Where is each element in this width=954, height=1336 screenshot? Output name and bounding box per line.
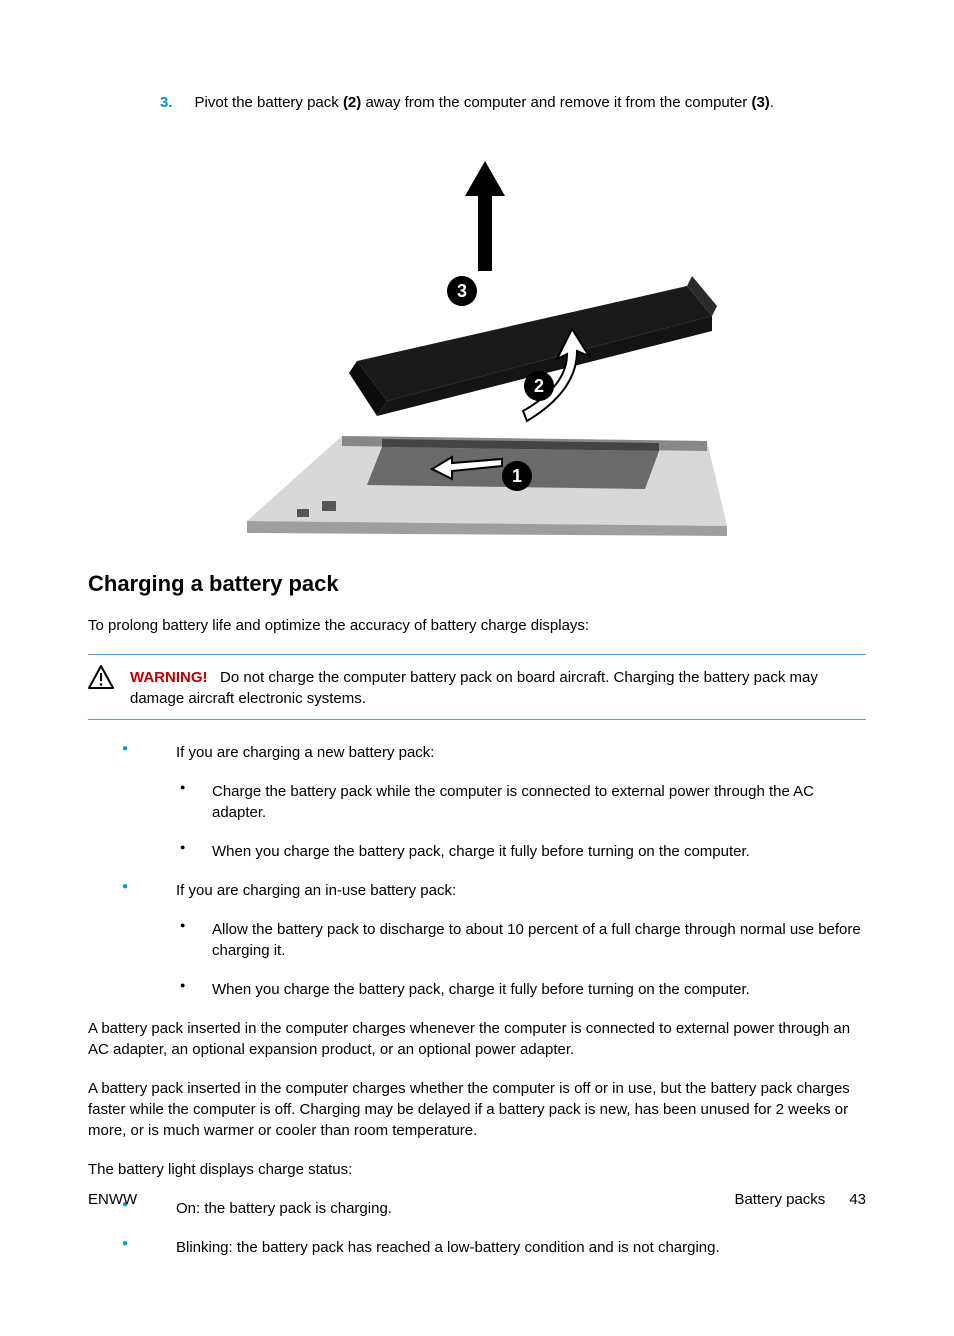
list-item: If you are charging an in-use battery pa… bbox=[118, 880, 866, 1000]
footer-left: ENWW bbox=[88, 1191, 137, 1208]
list-item: When you charge the battery pack, charge… bbox=[176, 979, 866, 1000]
callout-3: 3 bbox=[457, 281, 467, 301]
paragraph: A battery pack inserted in the computer … bbox=[88, 1018, 866, 1060]
charging-heading: Charging a battery pack bbox=[88, 571, 866, 597]
step-number: 3. bbox=[160, 92, 173, 113]
warning-text: WARNING! Do not charge the computer batt… bbox=[130, 665, 866, 709]
step-text: Pivot the battery pack (2) away from the… bbox=[195, 92, 774, 113]
warning-label: WARNING! bbox=[130, 669, 208, 686]
list-item: If you are charging a new battery pack: … bbox=[118, 742, 866, 862]
battery-removal-diagram: 1 2 3 bbox=[88, 141, 866, 541]
list-item: Allow the battery pack to discharge to a… bbox=[176, 919, 866, 961]
step-3-line: 3. Pivot the battery pack (2) away from … bbox=[160, 92, 866, 113]
list-item: When you charge the battery pack, charge… bbox=[176, 841, 866, 862]
warning-icon bbox=[88, 665, 116, 694]
footer-section: Battery packs bbox=[734, 1191, 825, 1208]
page-number: 43 bbox=[849, 1191, 866, 1208]
page-footer: ENWW Battery packs 43 bbox=[88, 1191, 866, 1208]
callout-2: 2 bbox=[534, 376, 544, 396]
bullet-list-main: If you are charging a new battery pack: … bbox=[88, 742, 866, 1000]
list-item: Blinking: the battery pack has reached a… bbox=[118, 1237, 866, 1258]
list-item: Charge the battery pack while the comput… bbox=[176, 781, 866, 823]
warning-box: WARNING! Do not charge the computer batt… bbox=[88, 654, 866, 720]
callout-1: 1 bbox=[512, 466, 522, 486]
intro-paragraph: To prolong battery life and optimize the… bbox=[88, 615, 866, 636]
paragraph: The battery light displays charge status… bbox=[88, 1159, 866, 1180]
paragraph: A battery pack inserted in the computer … bbox=[88, 1078, 866, 1141]
